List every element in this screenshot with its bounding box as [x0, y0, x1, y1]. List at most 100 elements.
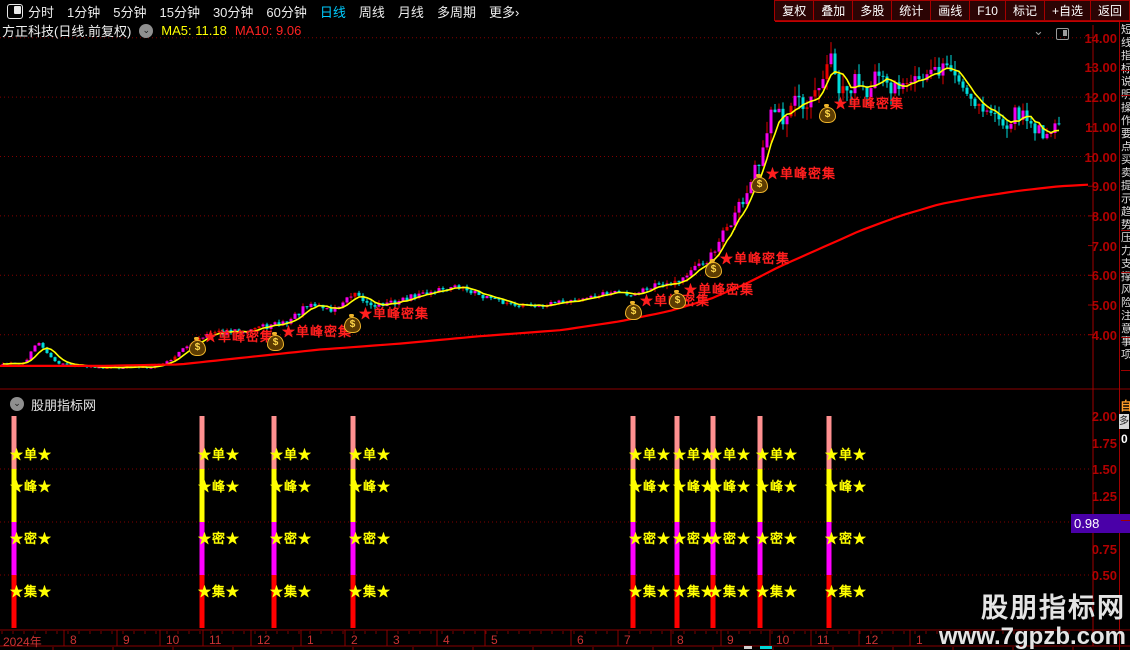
site-watermark: 股朋指标网 www.7gpzb.com	[939, 595, 1126, 649]
edge-strip-char: 力	[1121, 245, 1130, 257]
month-label-2: 2	[351, 633, 358, 647]
signal-label: ★单峰密集	[720, 251, 791, 266]
chevron-down-icon[interactable]: ⌄	[1033, 23, 1044, 38]
month-label-5: 5	[491, 633, 498, 647]
edge-strip-char: 压	[1121, 232, 1130, 244]
month-label-6: 6	[577, 633, 584, 647]
signal-bars	[11, 416, 832, 628]
current-value-badge: 0.98	[1071, 514, 1130, 533]
action-button-多股[interactable]: 多股	[852, 0, 893, 21]
menu-item-60分钟[interactable]: 60分钟	[266, 4, 307, 20]
signal-label: ★单峰密集	[684, 282, 755, 297]
sub-price-label-1.50: 1.50	[1091, 462, 1117, 477]
menu-item-多周期[interactable]: 多周期	[436, 4, 476, 20]
price-label-5.00: 5.00	[1091, 298, 1117, 313]
edge-divider	[1121, 370, 1130, 371]
sub-price-label-1.75: 1.75	[1091, 435, 1117, 451]
menu-item-30分钟[interactable]: 30分钟	[212, 4, 254, 20]
action-button-复权[interactable]: 复权	[774, 0, 815, 21]
bar-label: ★密★	[629, 530, 672, 546]
action-button-统计[interactable]: 统计	[891, 0, 932, 21]
bar-label: ★峰★	[629, 478, 672, 494]
bar-label: ★密★	[756, 530, 799, 546]
action-button-+自选[interactable]: +自选	[1043, 0, 1091, 21]
menu-item-15分钟[interactable]: 15分钟	[159, 4, 200, 20]
bar-label: ★密★	[673, 530, 716, 546]
month-label-10: 10	[166, 633, 180, 647]
month-label-3: 3	[393, 633, 400, 647]
watermark-name: 股朋指标网	[981, 593, 1126, 623]
edge-divider	[1121, 520, 1130, 521]
price-label-8.00: 8.00	[1091, 208, 1117, 224]
ma10-value: MA10: 9.06	[234, 23, 302, 38]
menu-item-5分钟[interactable]: 5分钟	[113, 4, 147, 20]
chevron-down-icon[interactable]: ⌄	[139, 23, 154, 38]
action-button-叠加[interactable]: 叠加	[813, 0, 854, 21]
action-toolbar: 复权 叠加 多股 统计 画线 F10 标记 +自选 返回	[774, 0, 1130, 22]
edge-strip-char: 提	[1121, 180, 1130, 192]
edge-strip-char: 要	[1121, 128, 1130, 140]
bar-label: ★峰★	[709, 478, 752, 494]
bar-label: ★密★	[198, 530, 241, 546]
bar-label: ★集★	[756, 583, 799, 599]
menu-item-周线[interactable]: 周线	[358, 4, 385, 20]
menu-item-1分钟[interactable]: 1分钟	[67, 4, 101, 20]
edge-strip-char: 撑	[1121, 271, 1130, 283]
price-label-12.00: 12.00	[1084, 90, 1117, 106]
edge-divider	[1121, 337, 1130, 338]
panel-toggle-icon[interactable]	[7, 4, 23, 19]
ma5-value: MA5: 11.18	[161, 23, 227, 38]
month-label-1: 1	[916, 633, 923, 647]
bar-label: ★密★	[10, 530, 53, 546]
edge-strip-char: 标	[1121, 63, 1130, 75]
chart-title: 方正科技(日线.前复权)	[2, 24, 132, 39]
edge-strip-char: 支	[1121, 258, 1130, 270]
bar-label: ★集★	[709, 583, 752, 599]
sub-price-label-1.25: 1.25	[1091, 488, 1117, 504]
edge-strip-char: 项	[1121, 349, 1130, 361]
edge-strip-char: 作	[1121, 115, 1130, 127]
action-button-F10[interactable]: F10	[969, 0, 1006, 21]
money-bag-icon: $	[344, 314, 361, 333]
money-bag-icon: $	[669, 290, 686, 309]
money-bag-icon: $	[819, 104, 836, 123]
bar-label: ★集★	[349, 583, 392, 599]
bar-label: ★峰★	[198, 478, 241, 494]
price-label-10.00: 10.00	[1084, 149, 1117, 165]
money-bag-icon: $	[705, 259, 722, 278]
edge-strip-char: 事	[1121, 336, 1130, 348]
month-label-10: 10	[776, 633, 790, 647]
chevron-down-icon[interactable]: ⌄	[10, 397, 24, 411]
signal-label: ★单峰密集	[834, 96, 905, 111]
edge-strip-char: 线	[1121, 37, 1130, 49]
month-label-8: 8	[677, 633, 684, 647]
sidebar-tab-custom[interactable]: 自	[1120, 399, 1130, 413]
month-label-12: 12	[865, 633, 879, 647]
money-bag-icon: $	[751, 174, 768, 193]
bar-label: ★单★	[349, 447, 392, 463]
bar-label: ★峰★	[756, 478, 799, 494]
candlestick-series	[1, 42, 1061, 370]
watermark-url: www.7gpzb.com	[938, 623, 1126, 650]
menu-item-月线[interactable]: 月线	[397, 4, 424, 20]
price-label-9.00: 9.00	[1091, 179, 1117, 195]
menu-item-更多›[interactable]: 更多›	[488, 4, 520, 20]
month-label-2024年: 2024年	[3, 635, 42, 649]
month-label-11: 11	[817, 633, 830, 647]
edge-strip-char: 说	[1121, 76, 1130, 88]
action-button-返回[interactable]: 返回	[1089, 0, 1130, 21]
menu-item-日线[interactable]: 日线	[319, 4, 346, 20]
maximize-panel-icon[interactable]	[1056, 28, 1069, 40]
edge-divider	[1121, 95, 1130, 96]
action-button-标记[interactable]: 标记	[1004, 0, 1045, 21]
bar-label: ★集★	[673, 583, 716, 599]
price-label-14.00: 14.00	[1084, 30, 1117, 46]
sidebar-tab-icon[interactable]: 多	[1119, 414, 1129, 429]
menu-item-分时[interactable]: 分时	[28, 4, 55, 20]
sub-price-label-0.75: 0.75	[1091, 541, 1117, 557]
bar-label: ★单★	[709, 447, 752, 463]
signal-label: ★单峰密集	[359, 306, 430, 321]
action-button-画线[interactable]: 画线	[930, 0, 971, 21]
